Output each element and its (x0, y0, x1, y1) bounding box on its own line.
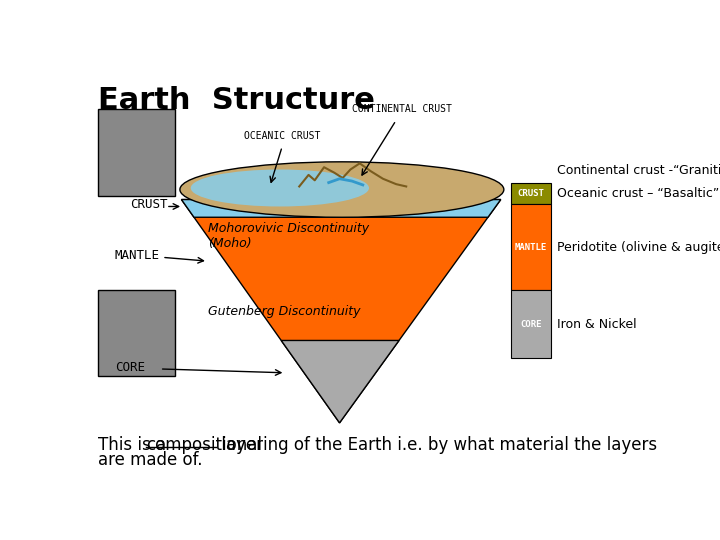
Text: layering of the Earth i.e. by what material the layers: layering of the Earth i.e. by what mater… (215, 436, 657, 454)
Text: CORE: CORE (521, 320, 541, 329)
Text: are made of.: are made of. (98, 451, 202, 469)
Bar (510, 291, 551, 358)
Bar (510, 183, 551, 204)
Ellipse shape (180, 162, 504, 217)
Bar (98, 110, 175, 195)
Text: Peridotite (olivine & augite): Peridotite (olivine & augite) (557, 241, 720, 254)
Text: Mohorovivic Discontinuity
(Moho): Mohorovivic Discontinuity (Moho) (208, 222, 369, 249)
Bar (510, 204, 551, 291)
Text: MANTLE: MANTLE (114, 249, 160, 262)
Text: CORE: CORE (114, 361, 145, 374)
Polygon shape (181, 200, 500, 217)
Ellipse shape (191, 170, 369, 206)
Polygon shape (181, 200, 500, 423)
Text: MANTLE: MANTLE (515, 243, 547, 252)
Text: OCEANIC CRUST: OCEANIC CRUST (244, 131, 320, 141)
Text: This is a: This is a (98, 436, 171, 454)
Text: Continental crust -“Granitic”: Continental crust -“Granitic” (557, 164, 720, 177)
Text: compositional: compositional (145, 436, 262, 454)
Text: Oceanic crust – “Basaltic”: Oceanic crust – “Basaltic” (557, 187, 719, 200)
Text: Earth  Structure: Earth Structure (98, 86, 374, 116)
Text: CRUST: CRUST (518, 189, 544, 198)
Polygon shape (282, 340, 399, 423)
Text: CONTINENTAL CRUST: CONTINENTAL CRUST (352, 104, 452, 114)
Bar (98, 289, 175, 376)
Text: Gutenberg Discontinuity: Gutenberg Discontinuity (208, 305, 360, 318)
Text: Iron & Nickel: Iron & Nickel (557, 318, 637, 331)
Text: CRUST: CRUST (130, 198, 168, 212)
